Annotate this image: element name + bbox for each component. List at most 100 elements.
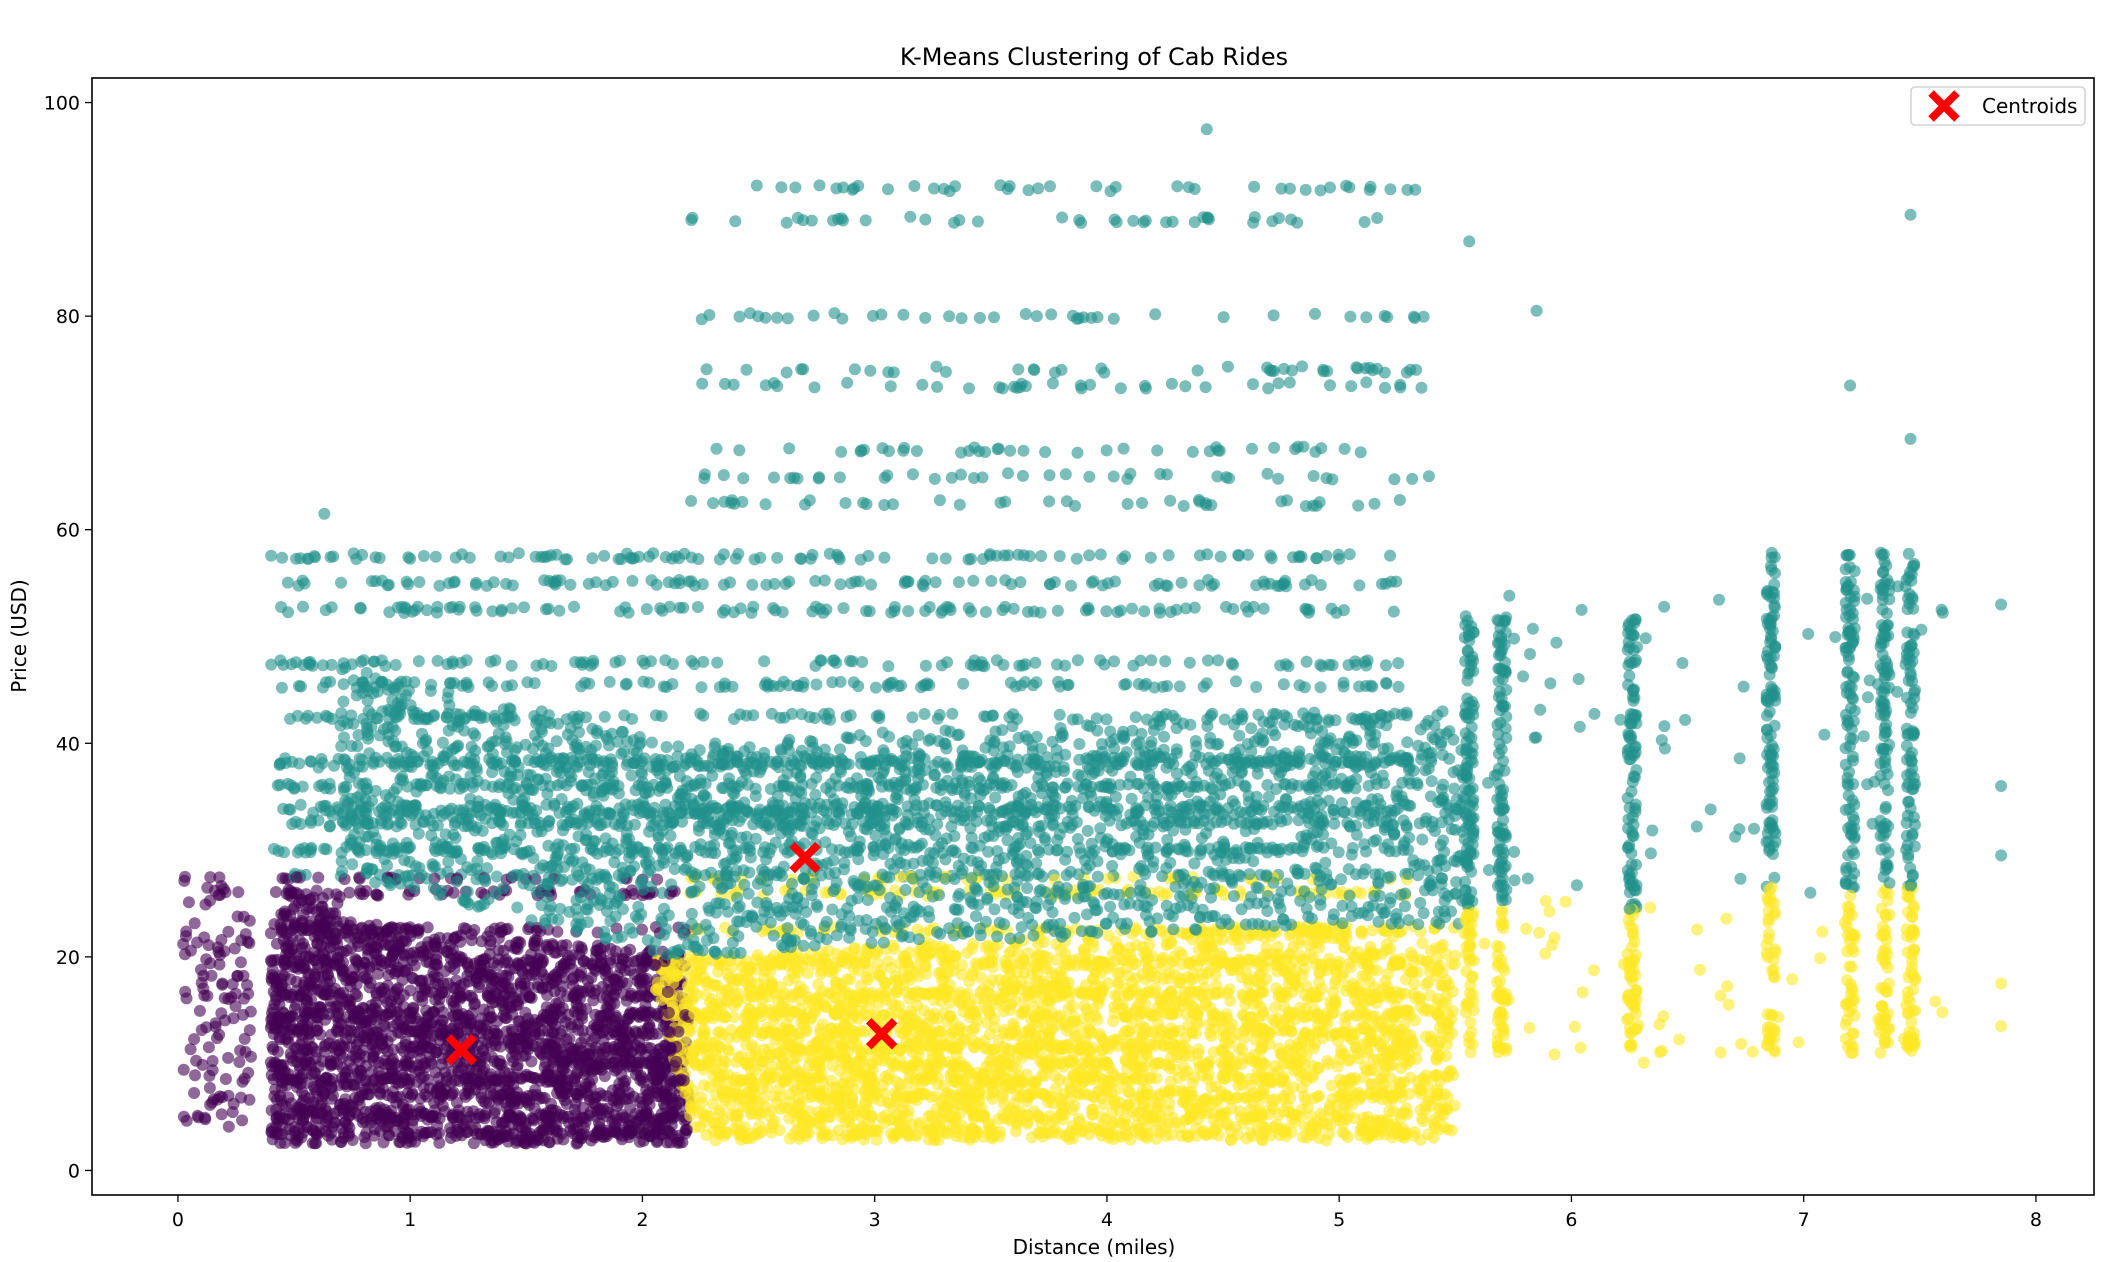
data-point — [206, 1055, 219, 1067]
data-point — [1422, 976, 1435, 989]
data-point — [324, 941, 337, 954]
data-point — [1439, 947, 1452, 960]
data-point — [1419, 1030, 1432, 1043]
data-point — [983, 1126, 996, 1139]
data-point — [939, 944, 951, 957]
data-point — [814, 1110, 827, 1123]
data-point — [518, 977, 531, 990]
data-point — [357, 970, 370, 983]
data-point — [180, 925, 193, 938]
data-point — [600, 1110, 613, 1123]
data-point — [576, 1111, 589, 1124]
data-point — [243, 937, 256, 950]
data-point — [1078, 999, 1091, 1012]
data-point — [562, 1110, 575, 1123]
data-point — [679, 1127, 692, 1140]
data-point — [208, 884, 221, 897]
data-point — [428, 933, 441, 946]
data-point — [1154, 1125, 1167, 1138]
data-point — [841, 973, 854, 986]
data-point — [1033, 1111, 1045, 1124]
data-point — [179, 985, 192, 998]
data-point — [501, 1111, 514, 1124]
data-point — [961, 946, 974, 959]
data-point — [971, 992, 984, 1005]
data-point — [848, 1109, 860, 1121]
data-point — [374, 1125, 387, 1138]
data-point — [624, 943, 636, 956]
data-point — [1416, 1112, 1429, 1125]
data-point — [277, 1112, 290, 1125]
data-point — [790, 1124, 803, 1137]
data-point — [936, 968, 949, 981]
data-point — [1338, 941, 1351, 954]
data-point — [993, 1130, 1006, 1143]
data-point — [243, 914, 256, 927]
data-point — [474, 1078, 487, 1091]
data-point — [307, 1097, 320, 1110]
data-point — [335, 1135, 348, 1148]
data-point — [200, 953, 213, 966]
data-point — [1317, 1109, 1330, 1122]
data-point — [363, 981, 376, 994]
data-point — [213, 871, 226, 884]
data-point — [474, 1127, 487, 1140]
data-point — [1129, 972, 1142, 985]
data-point — [1256, 1109, 1269, 1122]
data-point — [622, 1128, 635, 1141]
data-point — [764, 965, 777, 978]
data-point — [339, 1071, 352, 1084]
data-point — [577, 1127, 590, 1140]
data-point — [219, 1073, 232, 1085]
data-point — [188, 1033, 201, 1046]
data-point — [891, 1126, 904, 1139]
data-point — [663, 1126, 676, 1138]
data-point — [195, 1024, 208, 1036]
data-point — [1101, 1126, 1114, 1138]
data-point — [201, 989, 214, 1002]
data-point — [1380, 1114, 1393, 1126]
data-point — [307, 1125, 320, 1137]
data-point — [1234, 1110, 1247, 1123]
data-point — [199, 1113, 212, 1126]
data-point — [398, 934, 411, 947]
data-point — [778, 1101, 791, 1114]
data-point — [453, 1126, 466, 1139]
data-point — [310, 1112, 323, 1125]
data-point — [1173, 946, 1186, 959]
data-point — [475, 935, 488, 948]
data-point — [543, 1135, 556, 1148]
data-point — [430, 1043, 443, 1056]
data-point — [1414, 1133, 1427, 1146]
data-point — [226, 1106, 239, 1119]
data-point — [986, 1092, 999, 1105]
data-point — [884, 1114, 897, 1126]
data-point — [1034, 948, 1047, 961]
data-point — [475, 1012, 488, 1025]
data-point — [337, 1103, 350, 1116]
data-point — [424, 1111, 437, 1124]
data-point — [407, 972, 420, 985]
data-point — [997, 1108, 1009, 1121]
data-point — [1401, 1107, 1414, 1120]
data-point — [754, 1108, 767, 1121]
data-point — [396, 974, 409, 986]
data-point — [211, 1032, 223, 1045]
data-point — [231, 910, 244, 923]
data-point — [966, 969, 979, 982]
data-point — [1419, 1099, 1432, 1112]
data-point — [631, 975, 644, 987]
data-point — [503, 1128, 516, 1141]
data-point — [1120, 1055, 1132, 1068]
data-point — [1342, 1109, 1355, 1122]
data-point — [406, 1108, 419, 1121]
data-point — [1018, 992, 1031, 1004]
data-point — [971, 1127, 983, 1140]
data-point — [563, 1032, 576, 1045]
data-point — [1414, 953, 1427, 966]
data-point — [865, 1056, 878, 1069]
data-point — [633, 1127, 646, 1140]
data-point — [215, 1108, 228, 1121]
data-point — [800, 1087, 813, 1100]
data-point — [1323, 1127, 1336, 1140]
